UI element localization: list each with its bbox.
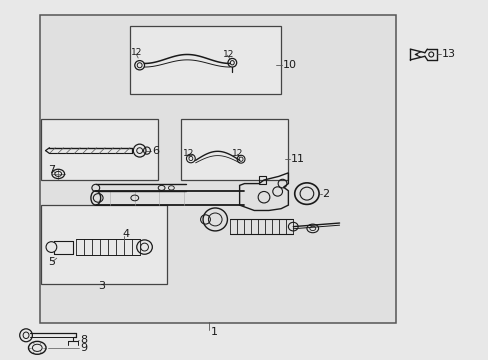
Ellipse shape	[46, 242, 57, 252]
Bar	[41, 205, 167, 284]
Text: 4: 4	[122, 229, 129, 239]
Bar	[130, 26, 281, 94]
Text: 1: 1	[210, 327, 217, 337]
Text: 12: 12	[222, 50, 233, 59]
Bar	[181, 119, 288, 180]
Text: 6: 6	[152, 145, 159, 156]
Text: 12: 12	[131, 48, 142, 57]
Bar	[40, 15, 395, 323]
Text: 13: 13	[441, 49, 455, 59]
Text: 12: 12	[232, 149, 243, 158]
Text: 8: 8	[80, 334, 87, 345]
Text: 2: 2	[322, 189, 329, 199]
Text: 5: 5	[48, 257, 55, 267]
Text: 11: 11	[290, 154, 304, 164]
Text: 3: 3	[98, 281, 105, 291]
Text: 10: 10	[282, 60, 296, 70]
Text: 9: 9	[80, 343, 87, 353]
Text: 12: 12	[183, 149, 194, 158]
Bar	[41, 119, 158, 180]
Text: 7: 7	[48, 165, 55, 175]
